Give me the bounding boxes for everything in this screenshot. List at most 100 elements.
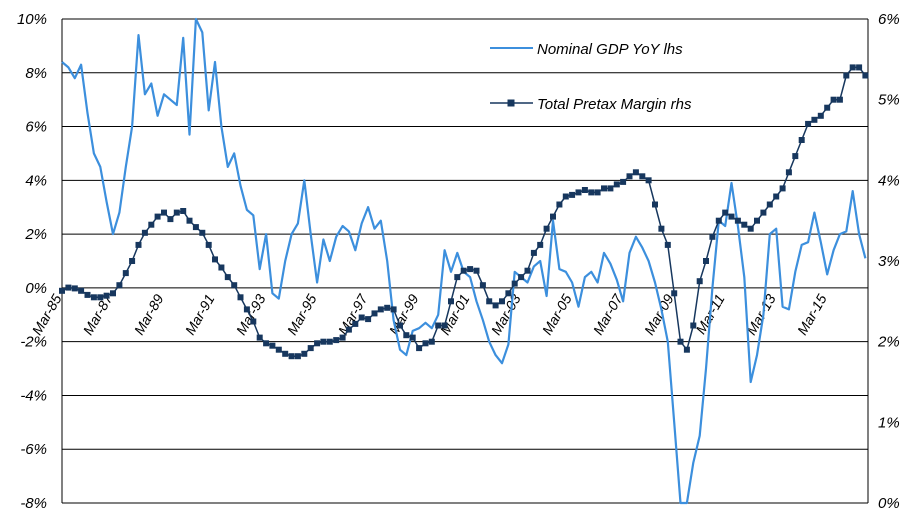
y-left-tick-label: 8% xyxy=(25,65,47,82)
data-point-marker xyxy=(110,290,116,297)
data-point-marker xyxy=(71,285,78,292)
data-point-marker xyxy=(805,120,812,127)
data-point-marker xyxy=(428,338,435,345)
data-point-marker xyxy=(97,294,104,301)
y-left-tick-label: 0% xyxy=(25,280,47,297)
data-point-marker xyxy=(817,112,824,119)
x-tick-label: Mar-85 xyxy=(29,291,65,337)
y-right-tick-label: 5% xyxy=(878,92,900,109)
y-right-tick-label: 3% xyxy=(878,253,900,270)
data-point-marker xyxy=(218,264,225,271)
data-point-marker xyxy=(173,209,180,216)
data-point-marker xyxy=(709,233,716,240)
data-point-marker xyxy=(639,173,646,180)
y-left-tick-label: 6% xyxy=(25,119,47,136)
data-point-marker xyxy=(90,294,97,301)
y-right-tick-label: 0% xyxy=(878,495,900,512)
data-point-marker xyxy=(734,217,741,224)
data-point-marker xyxy=(703,258,709,264)
data-point-marker xyxy=(435,322,442,329)
x-tick-label: Mar-03 xyxy=(488,291,524,337)
y-right-tick-label: 6% xyxy=(878,11,900,28)
data-point-marker xyxy=(59,287,65,294)
data-point-marker xyxy=(537,241,544,248)
data-point-marker xyxy=(448,298,454,305)
data-point-marker xyxy=(212,256,218,263)
data-point-marker xyxy=(849,64,856,71)
data-point-marker xyxy=(862,72,869,79)
data-point-marker xyxy=(652,201,658,208)
data-point-marker xyxy=(664,241,671,248)
data-point-marker xyxy=(269,342,276,349)
data-point-marker xyxy=(409,334,416,341)
data-point-marker xyxy=(569,191,576,198)
data-point-marker xyxy=(473,267,480,274)
data-point-marker xyxy=(256,334,263,341)
data-point-marker xyxy=(352,320,359,327)
data-point-marker xyxy=(811,116,818,123)
data-point-marker xyxy=(530,249,537,256)
y-left-tick-label: 10% xyxy=(17,11,47,28)
x-tick-label: Mar-01 xyxy=(437,291,473,337)
data-point-marker xyxy=(365,316,372,323)
y-left-tick-label: -6% xyxy=(20,441,47,458)
data-point-marker xyxy=(830,96,837,103)
data-point-marker xyxy=(690,322,697,329)
data-point-marker xyxy=(785,169,792,176)
x-tick-label: Mar-95 xyxy=(284,291,320,337)
data-point-marker xyxy=(779,185,786,192)
data-point-marker xyxy=(65,284,72,291)
data-point-marker xyxy=(384,304,391,311)
legend-label-margin: Total Pretax Margin rhs xyxy=(537,96,692,113)
data-point-marker xyxy=(275,346,282,353)
data-point-marker xyxy=(594,189,601,196)
y-right-tick-label: 4% xyxy=(878,172,900,189)
data-point-marker xyxy=(180,208,187,214)
data-point-marker xyxy=(141,229,148,236)
legend-marker-margin xyxy=(507,99,515,107)
data-point-marker xyxy=(843,72,850,79)
data-point-marker xyxy=(307,345,314,352)
data-point-marker xyxy=(581,187,588,193)
data-point-marker xyxy=(683,346,690,353)
data-point-marker xyxy=(486,298,493,305)
data-point-marker xyxy=(556,201,563,208)
y-left-tick-label: 4% xyxy=(25,172,47,189)
data-point-marker xyxy=(754,217,760,224)
data-point-marker xyxy=(422,340,429,347)
legend-label-gdp: Nominal GDP YoY lhs xyxy=(537,41,683,58)
data-point-marker xyxy=(339,334,346,341)
data-point-marker xyxy=(377,306,384,313)
data-point-marker xyxy=(632,169,639,176)
data-point-marker xyxy=(607,185,614,192)
data-point-marker xyxy=(358,314,365,321)
gridlines xyxy=(62,18,868,504)
data-point-marker xyxy=(186,217,193,224)
data-point-marker xyxy=(416,345,423,352)
x-tick-label: Mar-91 xyxy=(182,291,218,337)
data-point-marker xyxy=(773,193,780,200)
data-point-marker xyxy=(588,189,595,196)
data-point-marker xyxy=(798,137,805,143)
data-point-marker xyxy=(288,353,295,360)
data-point-marker xyxy=(231,282,238,289)
y-left-tick-label: 2% xyxy=(24,226,47,243)
data-point-marker xyxy=(524,267,531,274)
y-left-tick-label: -8% xyxy=(20,495,47,512)
data-point-marker xyxy=(505,290,512,297)
data-point-marker xyxy=(658,225,665,232)
data-point-marker xyxy=(499,298,505,305)
data-point-marker xyxy=(575,189,582,196)
x-tick-label: Mar-05 xyxy=(539,291,575,337)
data-point-marker xyxy=(856,64,863,71)
data-point-marker xyxy=(454,274,461,281)
data-point-marker xyxy=(135,241,142,248)
data-point-marker xyxy=(671,290,678,297)
data-point-marker xyxy=(626,173,633,180)
data-point-marker xyxy=(250,318,257,325)
data-point-marker xyxy=(543,225,550,232)
series-gdp xyxy=(61,17,867,505)
x-tick-label: Mar-15 xyxy=(794,291,830,337)
series-line xyxy=(61,17,867,505)
